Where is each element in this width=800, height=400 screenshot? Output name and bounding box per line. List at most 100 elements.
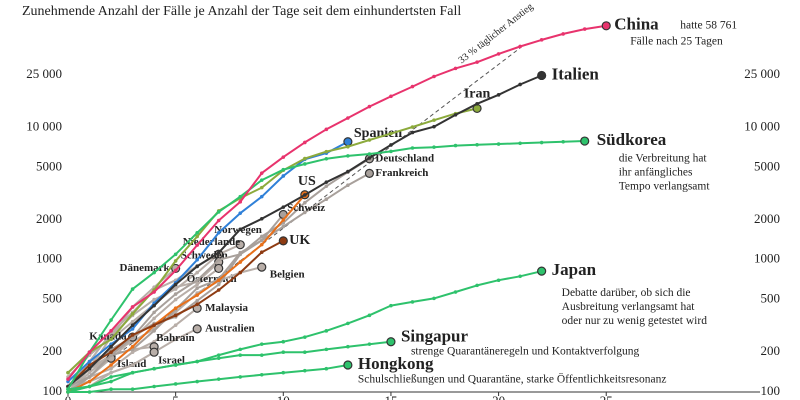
- end-marker: [580, 136, 590, 146]
- point: [195, 234, 199, 239]
- x-tick-label: 25: [600, 393, 613, 400]
- point: [195, 230, 199, 235]
- point: [281, 205, 286, 209]
- point: [281, 167, 286, 172]
- point: [582, 27, 587, 31]
- point: [173, 323, 178, 327]
- point: [130, 323, 135, 327]
- point: [109, 363, 113, 367]
- point: [195, 359, 199, 364]
- point: [238, 347, 243, 352]
- point: [303, 335, 307, 339]
- x-tick-label: 15: [384, 393, 397, 400]
- point: [216, 278, 221, 283]
- point: [130, 327, 135, 331]
- point: [238, 260, 243, 264]
- point: [130, 387, 135, 391]
- point: [367, 156, 372, 160]
- series-label: 33 % täglicher Anstieg: [457, 1, 536, 66]
- point: [109, 353, 113, 357]
- point: [109, 387, 113, 391]
- point: [259, 217, 264, 221]
- point: [152, 290, 156, 294]
- annotation: Debatte darüber, ob sich die: [562, 287, 691, 299]
- end-marker: [257, 262, 267, 272]
- point: [518, 82, 522, 87]
- point: [173, 282, 178, 287]
- point: [238, 353, 243, 357]
- point: [195, 302, 199, 307]
- point: [216, 353, 221, 357]
- y-tick-label-right: 5000: [754, 158, 780, 173]
- point: [496, 278, 501, 283]
- end-marker: [364, 168, 375, 178]
- point: [303, 368, 307, 373]
- y-tick-label: 25 000: [26, 66, 62, 81]
- series-line: [67, 253, 220, 378]
- point: [281, 224, 286, 229]
- point: [346, 154, 350, 158]
- point: [259, 234, 264, 239]
- point: [303, 140, 307, 145]
- point: [281, 218, 286, 222]
- y-tick-label: 2000: [36, 211, 62, 226]
- point: [109, 370, 113, 375]
- point: [453, 113, 458, 117]
- point: [281, 370, 286, 375]
- point: [152, 329, 156, 333]
- point: [109, 337, 113, 342]
- point: [109, 344, 113, 349]
- point: [173, 268, 178, 273]
- series-label: US: [298, 174, 316, 189]
- point: [259, 250, 264, 255]
- annotation: hatte 58 761: [680, 19, 737, 31]
- series-line: [67, 340, 392, 393]
- annotation: strenge Quarantäneregeln und Kontaktverf…: [411, 345, 640, 357]
- annotation: Schulschließungen und Quarantäne, starke…: [358, 372, 667, 386]
- series-label: Singapur: [401, 327, 469, 346]
- point: [259, 238, 264, 243]
- point: [389, 131, 393, 136]
- point: [303, 210, 307, 215]
- point: [195, 257, 199, 262]
- point: [130, 350, 135, 354]
- point: [130, 333, 135, 337]
- series-label: Italien: [552, 64, 600, 83]
- point: [87, 366, 92, 371]
- point: [152, 323, 156, 327]
- x-tick-label: 20: [492, 393, 505, 400]
- point: [539, 38, 544, 42]
- point: [66, 377, 70, 381]
- chart-title: Zunehmende Anzahl der Fälle je Anzahl de…: [22, 4, 461, 19]
- point: [259, 178, 264, 182]
- point: [130, 344, 135, 349]
- point: [130, 319, 135, 324]
- point: [195, 298, 199, 303]
- point: [539, 140, 544, 145]
- point: [195, 379, 199, 384]
- series-label: Südkorea: [597, 130, 667, 149]
- point: [195, 270, 199, 275]
- point: [410, 300, 415, 304]
- point: [259, 372, 264, 377]
- end-marker: [537, 70, 547, 81]
- point: [324, 329, 329, 333]
- point: [152, 270, 156, 275]
- annotation: ihr anfängliches: [619, 167, 693, 179]
- point: [475, 60, 479, 64]
- point: [195, 243, 199, 247]
- series-line: [67, 140, 349, 383]
- series-label: Australien: [205, 322, 255, 334]
- point: [475, 101, 479, 106]
- point: [561, 139, 565, 144]
- y-tick-label-right: 10 000: [744, 118, 780, 133]
- point: [130, 312, 135, 316]
- point: [173, 306, 178, 311]
- point: [496, 52, 501, 56]
- series-line: [67, 194, 306, 393]
- point: [259, 185, 264, 190]
- end-marker: [214, 263, 224, 274]
- series-label: Deutschland: [375, 152, 434, 164]
- point: [216, 257, 221, 262]
- point: [195, 264, 199, 269]
